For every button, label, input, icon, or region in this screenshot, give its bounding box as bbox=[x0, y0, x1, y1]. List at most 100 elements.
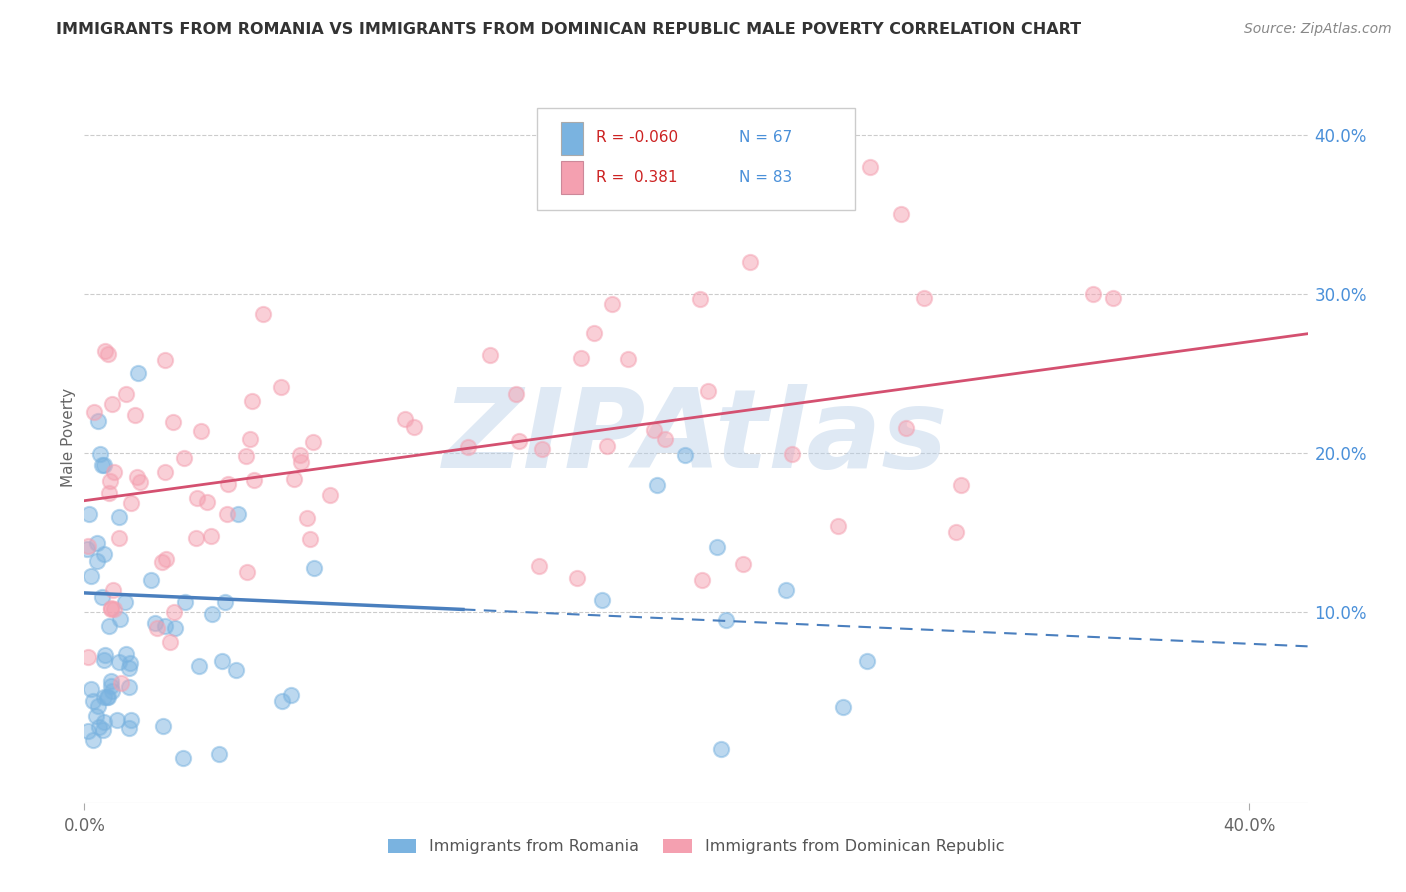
Point bbox=[239, 432, 262, 446]
Point bbox=[645, 477, 668, 491]
Point bbox=[894, 420, 917, 434]
Point bbox=[93, 343, 115, 358]
Point bbox=[118, 680, 141, 694]
Point bbox=[288, 448, 311, 462]
Point bbox=[80, 569, 103, 583]
Point bbox=[914, 291, 936, 305]
Point bbox=[890, 207, 912, 221]
Point bbox=[600, 297, 623, 311]
Point bbox=[103, 602, 125, 616]
Point bbox=[87, 720, 110, 734]
Point bbox=[280, 689, 302, 703]
Point bbox=[186, 491, 208, 505]
Point bbox=[832, 699, 855, 714]
Point bbox=[98, 474, 121, 488]
Point bbox=[114, 594, 136, 608]
Point bbox=[76, 542, 98, 557]
Point bbox=[689, 292, 711, 306]
Point bbox=[91, 723, 114, 737]
Point bbox=[93, 690, 115, 704]
Point bbox=[782, 447, 804, 461]
Point bbox=[508, 434, 530, 449]
Point bbox=[950, 477, 973, 491]
Point bbox=[93, 547, 115, 561]
Point bbox=[87, 414, 110, 428]
Point bbox=[84, 708, 107, 723]
Point bbox=[127, 367, 149, 381]
Point bbox=[172, 750, 194, 764]
Point bbox=[706, 541, 728, 555]
Point bbox=[120, 496, 142, 510]
Point bbox=[235, 449, 257, 463]
Point bbox=[690, 573, 713, 587]
Point bbox=[97, 690, 120, 705]
Point bbox=[214, 595, 236, 609]
Point bbox=[228, 507, 250, 521]
Point bbox=[945, 525, 967, 540]
Point bbox=[617, 352, 640, 367]
Point bbox=[859, 160, 882, 174]
Point bbox=[173, 450, 195, 465]
Point bbox=[93, 458, 115, 473]
Point bbox=[582, 192, 605, 206]
Point bbox=[118, 660, 141, 674]
Point bbox=[153, 353, 176, 368]
Text: N = 83: N = 83 bbox=[738, 169, 792, 185]
Point bbox=[527, 559, 550, 574]
Point bbox=[283, 472, 305, 486]
Point bbox=[1102, 291, 1125, 305]
Text: Source: ZipAtlas.com: Source: ZipAtlas.com bbox=[1244, 22, 1392, 37]
Point bbox=[225, 663, 247, 677]
Text: IMMIGRANTS FROM ROMANIA VS IMMIGRANTS FROM DOMINICAN REPUBLIC MALE POVERTY CORRE: IMMIGRANTS FROM ROMANIA VS IMMIGRANTS FR… bbox=[56, 22, 1081, 37]
Point bbox=[827, 519, 849, 533]
Legend: Immigrants from Romania, Immigrants from Dominican Republic: Immigrants from Romania, Immigrants from… bbox=[381, 832, 1011, 861]
Text: ZIPAtlas: ZIPAtlas bbox=[443, 384, 949, 491]
Point bbox=[76, 723, 98, 738]
Point bbox=[211, 654, 233, 668]
Point bbox=[775, 582, 797, 597]
Point bbox=[583, 326, 606, 340]
Point bbox=[290, 454, 312, 468]
Point bbox=[77, 539, 100, 553]
Point bbox=[200, 528, 222, 542]
Point bbox=[100, 601, 122, 615]
Point bbox=[758, 174, 780, 188]
Point bbox=[505, 386, 527, 401]
Point bbox=[319, 488, 342, 502]
Point bbox=[569, 351, 592, 366]
Point bbox=[98, 486, 121, 500]
Point bbox=[654, 433, 676, 447]
Text: N = 67: N = 67 bbox=[738, 130, 792, 145]
Bar bbox=[561, 122, 583, 154]
Point bbox=[165, 621, 187, 635]
Point bbox=[118, 657, 141, 671]
Point bbox=[643, 423, 665, 437]
Point bbox=[155, 466, 177, 480]
Point bbox=[297, 511, 319, 525]
Point bbox=[91, 590, 114, 604]
Point bbox=[105, 713, 128, 727]
Point bbox=[153, 619, 176, 633]
Point bbox=[738, 255, 761, 269]
Point bbox=[236, 565, 259, 579]
Point bbox=[77, 650, 100, 665]
Point bbox=[240, 393, 263, 408]
Point bbox=[302, 435, 325, 450]
Point bbox=[82, 693, 104, 707]
Bar bbox=[561, 161, 583, 194]
Point bbox=[143, 616, 166, 631]
Point bbox=[110, 676, 132, 690]
Point bbox=[184, 531, 207, 545]
Point bbox=[195, 495, 218, 509]
Y-axis label: Male Poverty: Male Poverty bbox=[60, 387, 76, 487]
Point bbox=[187, 658, 209, 673]
Point bbox=[478, 348, 501, 362]
Point bbox=[394, 411, 416, 425]
Point bbox=[155, 552, 177, 566]
FancyBboxPatch shape bbox=[537, 108, 855, 211]
Point bbox=[190, 424, 212, 438]
Point bbox=[120, 714, 142, 728]
Point bbox=[217, 476, 239, 491]
Point bbox=[402, 420, 425, 434]
Point bbox=[271, 694, 294, 708]
